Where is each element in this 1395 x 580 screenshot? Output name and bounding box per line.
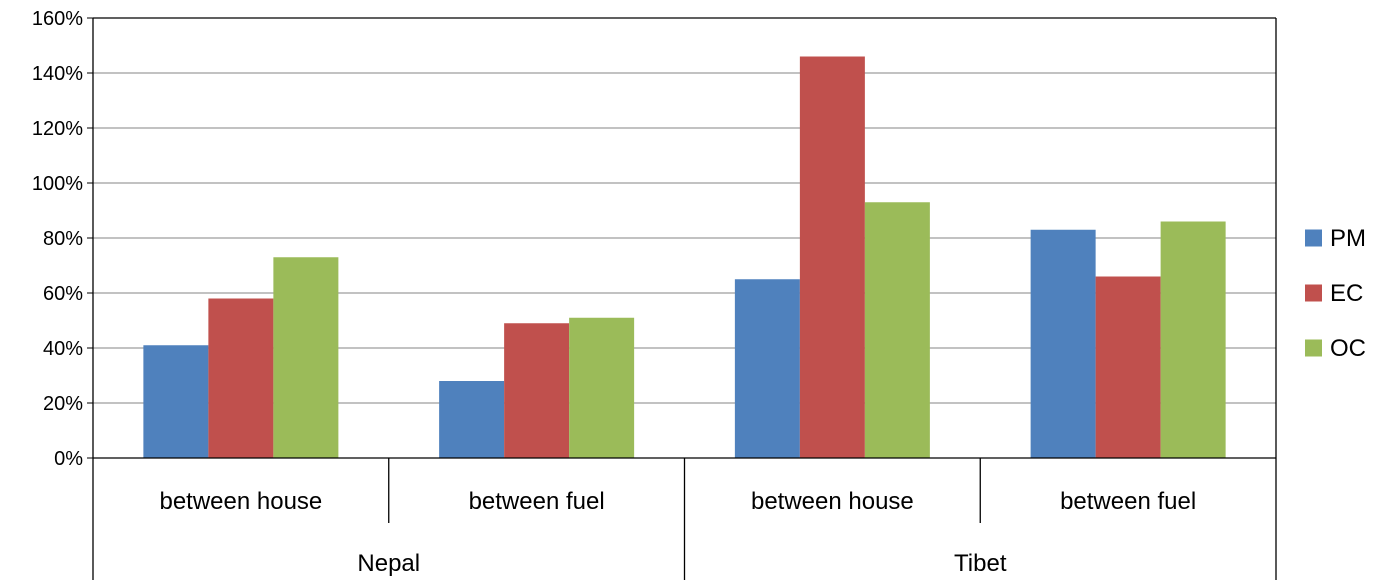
bar-ec bbox=[1095, 276, 1161, 458]
bar-pm bbox=[143, 345, 209, 458]
legend-swatch-pm bbox=[1305, 229, 1322, 247]
legend-label-pm: PM bbox=[1330, 225, 1366, 252]
bar-pm bbox=[1030, 229, 1096, 458]
axes bbox=[87, 17, 1277, 580]
y-tick-label: 80% bbox=[43, 228, 83, 250]
y-tick-label: 0% bbox=[54, 448, 83, 470]
y-tick-labels: 0% 20% 40% 60% 80% 100% 120% 140% 160% bbox=[32, 8, 83, 470]
group-label: Nepal bbox=[357, 550, 420, 577]
y-tick-label: 40% bbox=[43, 338, 83, 360]
category-label: between fuel bbox=[1060, 488, 1196, 515]
y-tick-label: 100% bbox=[32, 173, 83, 195]
y-tick-label: 60% bbox=[43, 283, 83, 305]
bar-oc bbox=[864, 202, 930, 458]
legend-label-oc: OC bbox=[1330, 335, 1366, 362]
legend-label-ec: EC bbox=[1330, 280, 1363, 307]
category-labels: between house between fuel between house be… bbox=[159, 488, 1196, 577]
bars bbox=[143, 56, 1226, 458]
bar-ec bbox=[799, 56, 865, 458]
y-tick-label: 160% bbox=[32, 8, 83, 30]
y-tick-label: 20% bbox=[43, 393, 83, 415]
legend-swatch-ec bbox=[1305, 284, 1322, 302]
bar-pm bbox=[734, 279, 800, 458]
bar-oc bbox=[273, 257, 339, 458]
bar-pm bbox=[439, 381, 505, 458]
y-tick-label: 120% bbox=[32, 118, 83, 140]
y-tick-label: 140% bbox=[32, 63, 83, 85]
bar-oc bbox=[1160, 221, 1226, 458]
category-label: between house bbox=[159, 488, 322, 515]
category-label: between house bbox=[751, 488, 914, 515]
bar-ec bbox=[504, 323, 570, 458]
legend: PM EC OC bbox=[1305, 225, 1366, 362]
category-label: between fuel bbox=[469, 488, 605, 515]
bar-oc bbox=[569, 317, 635, 458]
legend-swatch-oc bbox=[1305, 339, 1322, 357]
group-label: Tibet bbox=[954, 550, 1007, 577]
bar-ec bbox=[208, 298, 274, 458]
